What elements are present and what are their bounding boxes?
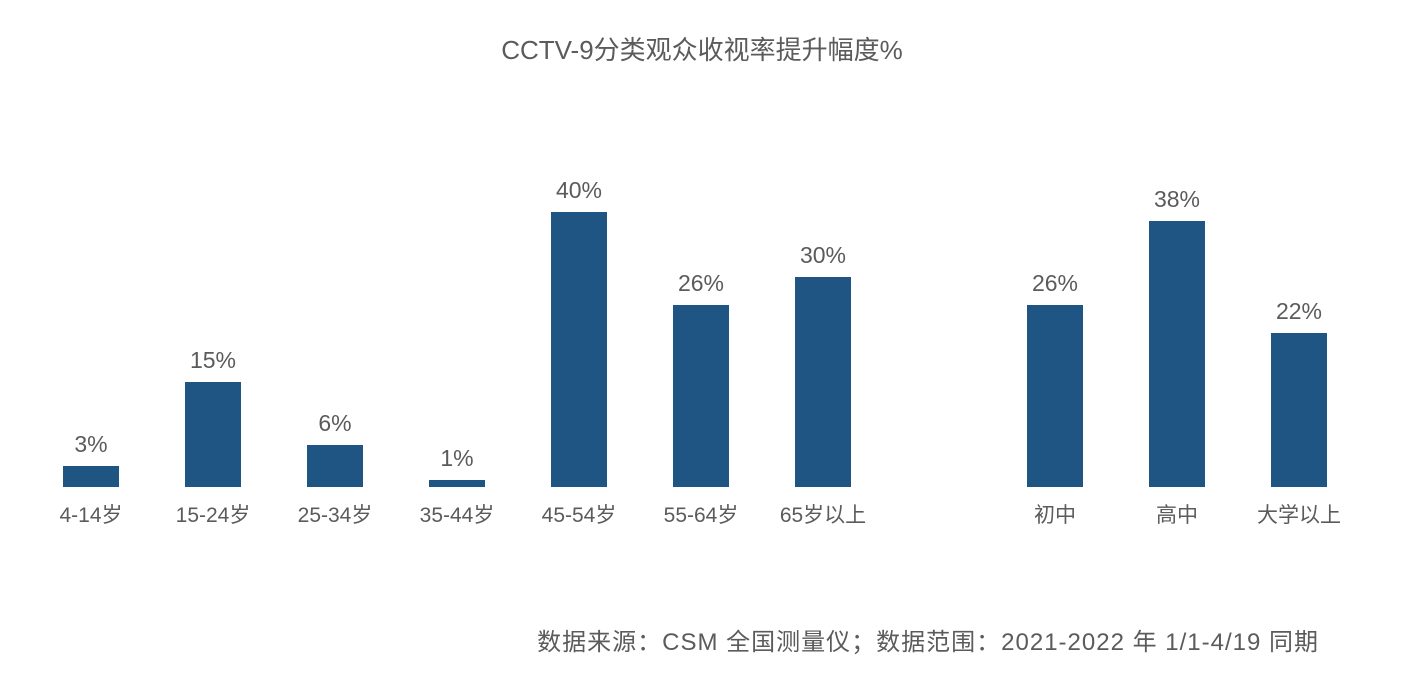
bar-wrapper: 26%: [994, 177, 1116, 487]
bar-wrapper: 6%: [274, 177, 396, 487]
bar: [63, 466, 119, 487]
bar: [673, 305, 729, 487]
bar-value-label: 30%: [800, 242, 846, 269]
bars-area: 3% 15% 6% 1% 40% 26% 30% 26% 38% 22%: [20, 177, 1384, 487]
bar: [1027, 305, 1083, 487]
bar-wrapper: 40%: [518, 177, 640, 487]
bar-value-label: 26%: [1032, 270, 1078, 297]
bar-wrapper: 15%: [152, 177, 274, 487]
category-label: 35-44岁: [396, 499, 518, 529]
category-label: 初中: [994, 499, 1116, 529]
category-label: 大学以上: [1238, 499, 1360, 529]
bar: [429, 480, 485, 487]
bar-value-label: 1%: [440, 445, 473, 472]
bar: [1271, 333, 1327, 487]
group-gap: [884, 499, 994, 529]
bar-value-label: 26%: [678, 270, 724, 297]
category-label: 高中: [1116, 499, 1238, 529]
bar-value-label: 6%: [318, 410, 351, 437]
bar-value-label: 38%: [1154, 186, 1200, 213]
bar: [185, 382, 241, 487]
category-label: 55-64岁: [640, 499, 762, 529]
bar: [795, 277, 851, 487]
bar-wrapper: 1%: [396, 177, 518, 487]
bar-value-label: 3%: [74, 431, 107, 458]
category-labels-row: 4-14岁15-24岁25-34岁35-44岁45-54岁55-64岁65岁以上…: [20, 487, 1384, 529]
bar-wrapper: 3%: [30, 177, 152, 487]
category-label: 4-14岁: [30, 499, 152, 529]
chart-container: CCTV-9分类观众收视率提升幅度% 3% 15% 6% 1% 40% 26% 30% 26%…: [0, 0, 1404, 683]
bar-wrapper: 38%: [1116, 177, 1238, 487]
bar-value-label: 22%: [1276, 298, 1322, 325]
bar-wrapper: 30%: [762, 177, 884, 487]
chart-footnote: 数据来源：CSM 全国测量仪；数据范围：2021-2022 年 1/1-4/19…: [537, 622, 1319, 657]
bar-value-label: 15%: [190, 347, 236, 374]
category-label: 65岁以上: [762, 499, 884, 529]
bar-wrapper: 22%: [1238, 177, 1360, 487]
bar-value-label: 40%: [556, 177, 602, 204]
bar: [307, 445, 363, 487]
chart-title: CCTV-9分类观众收视率提升幅度%: [20, 30, 1384, 67]
bar-wrapper: 26%: [640, 177, 762, 487]
bar: [1149, 221, 1205, 487]
category-label: 25-34岁: [274, 499, 396, 529]
category-label: 45-54岁: [518, 499, 640, 529]
bar: [551, 212, 607, 487]
category-label: 15-24岁: [152, 499, 274, 529]
